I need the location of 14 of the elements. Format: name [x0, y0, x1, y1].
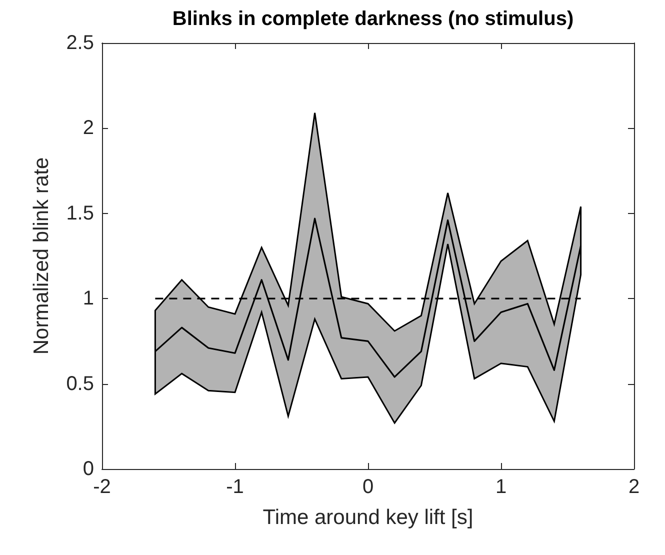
y-tick-label: 0: [82, 458, 94, 480]
y-tick-label: 2: [82, 117, 94, 140]
y-tick-label: 1.5: [66, 202, 94, 224]
x-tick-label: 0: [362, 476, 374, 498]
x-tick-label: -2: [93, 476, 111, 498]
y-axis-title: Normalized blink rate: [30, 157, 53, 355]
x-tick-label: 1: [495, 476, 507, 498]
chart-title: Blinks in complete darkness (no stimulus): [172, 8, 574, 30]
y-tick-label: 2.5: [66, 32, 94, 54]
x-tick-label: 2: [628, 476, 640, 498]
x-tick-label: -1: [226, 476, 244, 498]
y-tick-label: 1: [82, 288, 94, 310]
x-axis-title: Time around key lift [s]: [262, 506, 474, 529]
y-tick-label: 0.5: [66, 372, 94, 395]
